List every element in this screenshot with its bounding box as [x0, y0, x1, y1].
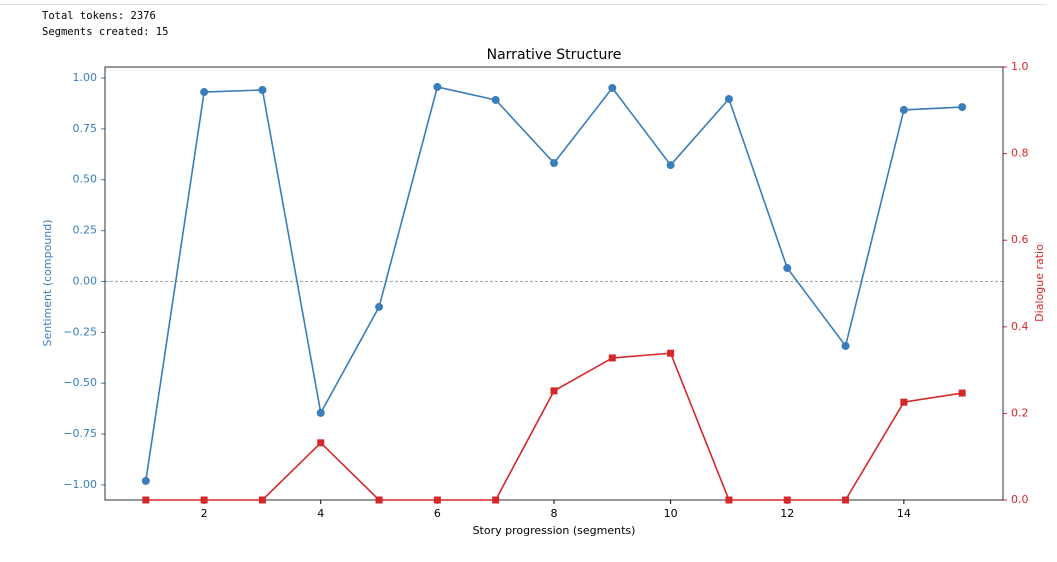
marker	[142, 496, 150, 504]
y2-tick-label: 0.8	[1011, 147, 1029, 160]
marker	[666, 161, 675, 170]
y-tick-label: −0.50	[63, 376, 97, 389]
y-tick-label: 1.00	[73, 71, 98, 84]
marker	[550, 387, 558, 395]
x-tick-label: 4	[317, 507, 324, 520]
y-tick-label: 0.50	[73, 173, 98, 186]
marker	[317, 439, 325, 447]
console-output: Total tokens: 2376 Segments created: 15	[42, 8, 168, 40]
x-tick-label: 10	[664, 507, 678, 520]
x-tick-label: 2	[201, 507, 208, 520]
marker	[375, 302, 384, 311]
y2-tick-label: 1.0	[1011, 60, 1029, 73]
x-tick-label: 12	[780, 507, 794, 520]
y2-axis-label: Dialogue ratio	[1033, 244, 1046, 322]
marker	[433, 496, 441, 504]
y2-tick-label: 0.0	[1011, 493, 1029, 506]
y2-tick-label: 0.6	[1011, 233, 1029, 246]
marker	[841, 341, 850, 350]
y-tick-label: 0.75	[73, 122, 98, 135]
y-axis-label: Sentiment (compound)	[41, 219, 54, 346]
marker	[900, 398, 908, 406]
x-axis-label: Story progression (segments)	[473, 524, 636, 537]
marker	[316, 408, 325, 417]
y-tick-label: −0.75	[63, 427, 97, 440]
x-tick-label: 14	[897, 507, 911, 520]
marker	[608, 83, 617, 92]
marker	[258, 85, 267, 94]
cell-border	[0, 0, 1047, 5]
chart-title: Narrative Structure	[487, 47, 622, 63]
console-line: Segments created: 15	[42, 26, 169, 38]
y-tick-label: −1.00	[63, 478, 97, 491]
marker	[608, 354, 616, 362]
marker	[783, 496, 791, 504]
marker	[550, 159, 558, 168]
marker	[667, 349, 675, 357]
y-tick-label: 0.00	[73, 274, 98, 287]
marker	[491, 95, 500, 104]
y2-tick-label: 0.4	[1011, 320, 1029, 333]
marker	[958, 103, 967, 112]
marker	[200, 88, 209, 97]
y-tick-label: 0.25	[73, 224, 98, 237]
marker	[141, 476, 150, 485]
marker	[258, 496, 266, 504]
series-line	[145, 85, 963, 481]
plot-frame	[104, 66, 1004, 501]
console-line: Total tokens: 2376	[42, 10, 156, 22]
y2-tick-label: 0.2	[1011, 406, 1029, 419]
marker	[783, 264, 792, 273]
marker	[492, 496, 500, 504]
y-tick-label: −0.25	[63, 325, 97, 338]
marker	[899, 105, 908, 114]
marker	[375, 496, 383, 504]
marker	[724, 94, 733, 103]
series-line	[145, 352, 963, 501]
marker	[842, 496, 850, 504]
marker	[958, 389, 966, 397]
x-tick-label: 8	[551, 507, 558, 520]
marker	[200, 496, 208, 504]
marker	[433, 82, 442, 91]
x-tick-label: 6	[434, 507, 441, 520]
marker	[725, 496, 733, 504]
